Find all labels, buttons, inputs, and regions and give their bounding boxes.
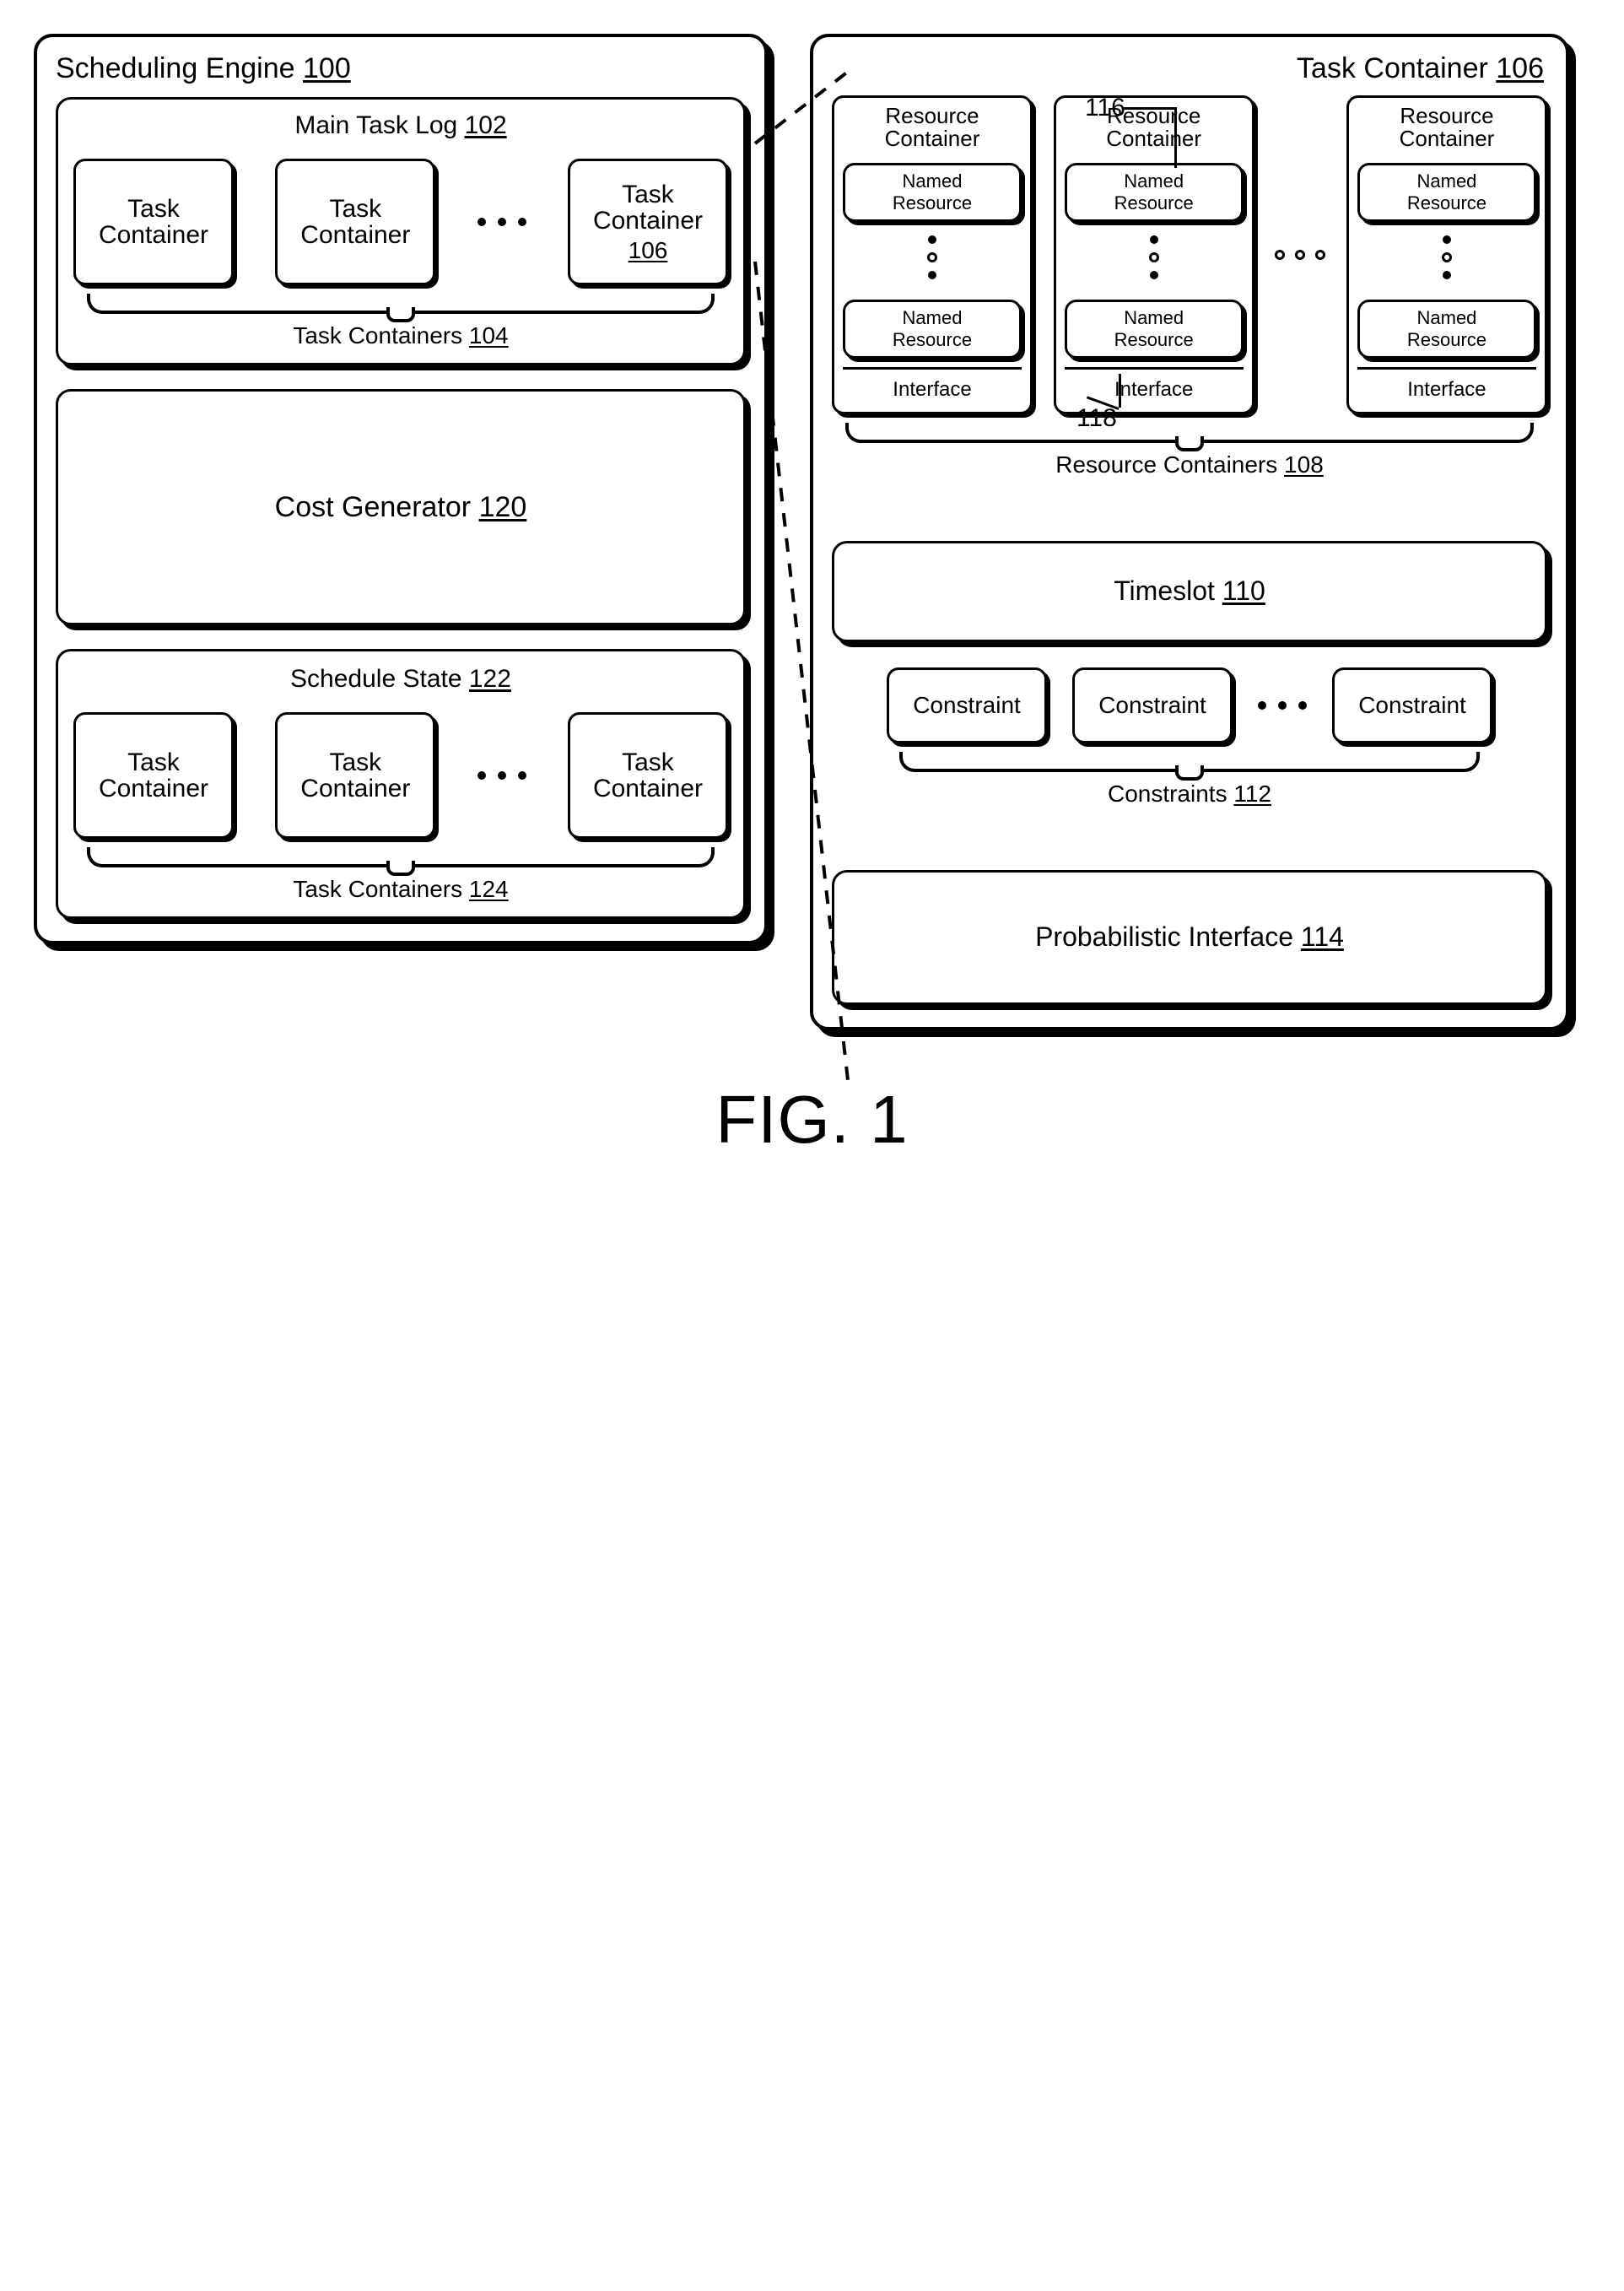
timeslot: Timeslot 110 (832, 541, 1547, 642)
constraint: Constraint (887, 667, 1047, 743)
named-resource: Named Resource (1065, 163, 1244, 222)
scheduling-engine-title: Scheduling Engine 100 (56, 52, 746, 85)
task-container-label: Task Container (300, 196, 410, 249)
resource-containers-row: Resource Container Named Resource Named … (832, 95, 1547, 414)
brace-task-containers-124: Task Containers 124 (73, 847, 728, 906)
constraint: Constraint (1072, 667, 1233, 743)
task-container-label: Task Container (99, 196, 208, 249)
ellipsis-icon (843, 235, 1022, 279)
constraint: Constraint (1332, 667, 1492, 743)
resource-container-head: Resource Container (1357, 105, 1536, 151)
task-container: Task Container (73, 712, 234, 839)
task-container-106: Task Container 106 (568, 159, 728, 285)
task-container-label: Task Container (593, 749, 703, 802)
task-containers-104-row: Task Container Task Container Task Conta… (73, 159, 728, 285)
resource-container: Resource Container Named Resource Named … (832, 95, 1033, 414)
callout-116: 116 (1085, 94, 1125, 122)
brace-resource-containers: Resource Containers 108 (832, 423, 1547, 482)
interface-cell: Interface (843, 367, 1022, 412)
task-containers-124-row: Task Container Task Container Task Conta… (73, 712, 728, 839)
task-container: Task Container (73, 159, 234, 285)
ellipsis-icon (477, 771, 526, 780)
schedule-state-title: Schedule State 122 (73, 665, 728, 694)
ellipsis-icon (1357, 235, 1536, 279)
resource-container: Resource Container Named Resource Named … (1054, 95, 1254, 414)
ellipsis-icon (477, 218, 526, 226)
named-resource: Named Resource (1357, 300, 1536, 359)
brace-constraints: Constraints 112 (832, 752, 1547, 811)
probabilistic-interface: Probabilistic Interface 114 (832, 870, 1547, 1005)
task-container: Task Container (275, 159, 435, 285)
ellipsis-icon (1258, 701, 1307, 710)
task-container-label: Task Container (593, 181, 703, 235)
resource-container: Resource Container Named Resource Named … (1346, 95, 1547, 414)
named-resource: Named Resource (1065, 300, 1244, 359)
interface-cell: Interface (1357, 367, 1536, 412)
task-container: Task Container (568, 712, 728, 839)
resource-container-head: Resource Container (843, 105, 1022, 151)
scheduling-engine-panel: Scheduling Engine 100 Main Task Log 102 … (34, 34, 768, 944)
ref-106: 106 (629, 238, 668, 262)
named-resource: Named Resource (843, 163, 1022, 222)
task-container-label: Task Container (300, 749, 410, 802)
cost-generator: Cost Generator 120 (56, 389, 746, 625)
task-container-label: Task Container (99, 749, 208, 802)
task-container: Task Container (275, 712, 435, 839)
schedule-state: Schedule State 122 Task Container Task C… (56, 649, 746, 919)
named-resource: Named Resource (843, 300, 1022, 359)
task-container-detail-panel: Task Container 106 Resource Container Na… (810, 34, 1569, 1030)
named-resource: Named Resource (1357, 163, 1536, 222)
figure-label: FIG. 1 (34, 1081, 1590, 1159)
main-task-log: Main Task Log 102 Task Container Task Co… (56, 97, 746, 365)
brace-task-containers-104: Task Containers 104 (73, 294, 728, 353)
constraints-row: Constraint Constraint Constraint (832, 667, 1547, 743)
main-task-log-title: Main Task Log 102 (73, 111, 728, 140)
ellipsis-icon (1065, 235, 1244, 279)
ellipsis-icon (1275, 250, 1325, 260)
task-container-detail-title: Task Container 106 (832, 52, 1547, 85)
